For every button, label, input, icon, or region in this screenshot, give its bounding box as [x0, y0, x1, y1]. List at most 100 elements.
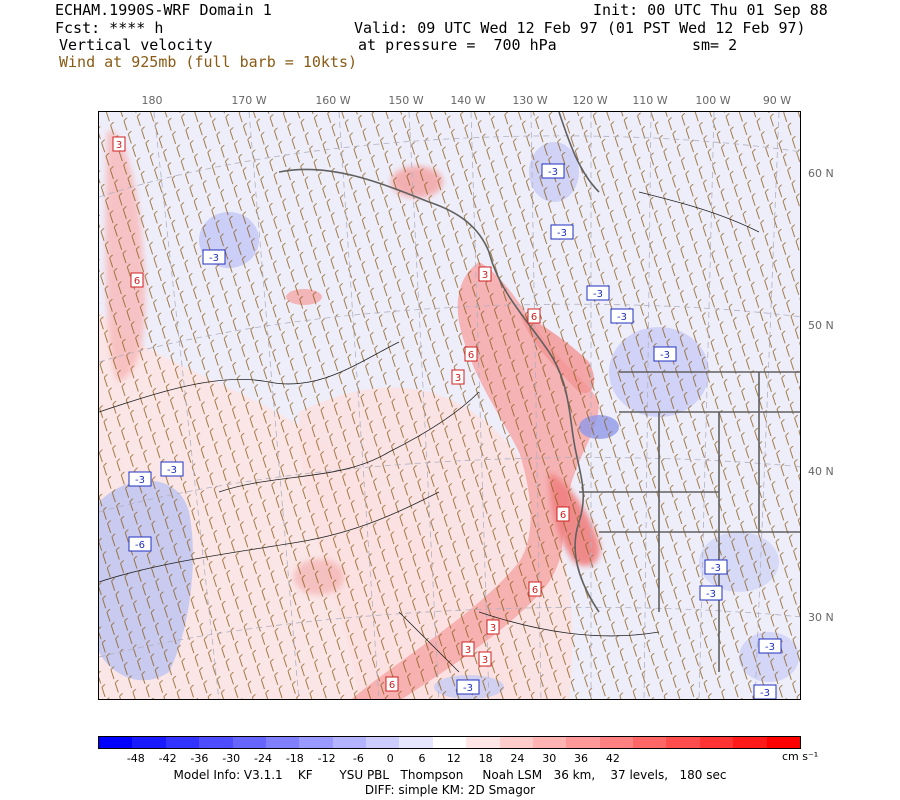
- lon-label: 180: [141, 94, 163, 107]
- contour-label-positive: 6: [556, 506, 570, 522]
- lon-label: 170 W: [231, 94, 267, 107]
- contour-label-negative: -3: [653, 346, 677, 362]
- contour-label-text: -3: [660, 350, 670, 361]
- colorbar-tick: -30: [222, 752, 241, 765]
- contour-label-text: 6: [560, 510, 566, 521]
- valid-time: Valid: 09 UTC Wed 12 Feb 97 (01 PST Wed …: [354, 19, 806, 37]
- colorbar-cell: [265, 737, 300, 748]
- colorbar-cell: [332, 737, 366, 748]
- colorbar-cell: [666, 737, 700, 748]
- init-time: Init: 00 UTC Thu 01 Sep 88: [593, 1, 828, 19]
- colorbar-cell: [466, 737, 500, 748]
- lon-label: 110 W: [632, 94, 668, 107]
- contour-label-negative: -3: [128, 471, 152, 487]
- contour-label-negative: -3: [550, 224, 574, 240]
- contour-label-positive: 6: [464, 346, 478, 362]
- colorbar: [98, 736, 801, 749]
- colorbar-tick: -12: [317, 752, 336, 765]
- contour-label-text: -3: [548, 167, 558, 178]
- lon-label: 130 W: [512, 94, 548, 107]
- wind-legend: Wind at 925mb (full barb = 10kts): [59, 53, 358, 71]
- contour-label-text: -3: [760, 688, 770, 699]
- coastline: [278, 112, 800, 672]
- lat-label: 40 N: [808, 465, 834, 478]
- colorbar-tick: -36: [190, 752, 209, 765]
- contours: [99, 191, 760, 673]
- contour-label-negative: -3: [610, 308, 634, 324]
- diffusion-info: DIFF: simple KM: 2D Smagor: [364, 783, 536, 797]
- pressure-level: at pressure = 700 hPa: [358, 36, 557, 54]
- colorbar-cell: [532, 737, 567, 748]
- colorbar-tick: 18: [478, 752, 493, 765]
- contour-label-negative: -3: [699, 585, 723, 601]
- field-name: Vertical velocity: [59, 36, 213, 54]
- contour-label-positive: 3: [486, 619, 500, 635]
- contour-label-text: 6: [531, 312, 537, 323]
- contour-label-negative: -3: [456, 679, 480, 695]
- contour-label-negative: -3: [758, 638, 782, 654]
- lon-label: 90 W: [762, 94, 792, 107]
- contour-label-text: 6: [532, 585, 538, 596]
- contour-label-text: 3: [116, 140, 122, 151]
- colorbar-tick: -42: [158, 752, 177, 765]
- colorbar-tick: 36: [574, 752, 589, 765]
- contour-label-text: -6: [135, 540, 145, 551]
- contour-labels: 3 6 3 6 3 6 3 6 6 3 3 6 -3 -3 -3 -3 -3 -…: [112, 136, 782, 699]
- model-info: Model Info: V3.1.1 KF YSU PBL Thompson N…: [173, 768, 727, 782]
- colorbar-cell: [299, 737, 333, 748]
- colorbar-cell: [566, 737, 600, 748]
- contour-label-text: 3: [465, 645, 471, 656]
- forecast-hour: Fcst: **** h: [55, 19, 164, 37]
- contour-label-text: -3: [557, 228, 567, 239]
- colorbar-cell: [633, 737, 667, 748]
- contour-label-text: -3: [765, 642, 775, 653]
- colorbar-cell: [599, 737, 633, 748]
- colorbar-tick: -6: [352, 752, 364, 765]
- colorbar-tick: 0: [386, 752, 394, 765]
- contour-label-text: -3: [593, 289, 603, 300]
- contour-label-positive: 3: [478, 266, 492, 282]
- colorbar-tick: 6: [418, 752, 426, 765]
- colorbar-cell: [132, 737, 166, 748]
- lat-label: 60 N: [808, 167, 834, 180]
- map-panel: 3 6 3 6 3 6 3 6 6 3 3 6 -3 -3 -3 -3 -3 -…: [98, 111, 801, 700]
- model-title: ECHAM.1990S-WRF Domain 1: [55, 1, 272, 19]
- lat-label: 50 N: [808, 319, 834, 332]
- colorbar-cell: [499, 737, 533, 748]
- contour-label-text: 6: [389, 680, 395, 691]
- colorbar-cell: [699, 737, 734, 748]
- contour-label-negative: -6: [128, 536, 152, 552]
- contour-label-negative: -3: [202, 249, 226, 265]
- colorbar-tick: 42: [605, 752, 620, 765]
- contour-label-positive: 6: [130, 272, 144, 288]
- contour-label-text: -3: [167, 465, 177, 476]
- contour-label-positive: 6: [385, 676, 399, 692]
- colorbar-cell: [199, 737, 233, 748]
- lon-label: 150 W: [388, 94, 424, 107]
- contour-label-text: 6: [134, 276, 140, 287]
- colorbar-cell: [232, 737, 266, 748]
- contour-label-text: 3: [482, 270, 488, 281]
- contour-label-text: -3: [463, 683, 473, 694]
- contour-label-text: 3: [455, 373, 461, 384]
- smoothing: sm= 2: [692, 36, 738, 54]
- colorbar-cell: [366, 737, 400, 748]
- colorbar-tick: -48: [126, 752, 145, 765]
- lon-label: 100 W: [695, 94, 731, 107]
- colorbar-tick: -24: [254, 752, 272, 765]
- colorbar-tick: 12: [446, 752, 461, 765]
- lon-label: 120 W: [572, 94, 608, 107]
- contour-label-positive: 6: [527, 308, 541, 324]
- colorbar-tick: -18: [285, 752, 304, 765]
- contour-label-text: -3: [706, 589, 716, 600]
- colorbar-cell: [432, 737, 467, 748]
- colorbar-cell: [399, 737, 433, 748]
- contour-label-positive: 3: [478, 651, 492, 667]
- lon-label: 140 W: [450, 94, 486, 107]
- contour-label-negative: -3: [160, 461, 184, 477]
- colorbar-tick: 24: [510, 752, 525, 765]
- contour-label-text: 3: [482, 655, 488, 666]
- vertical-velocity-map: 3 6 3 6 3 6 3 6 6 3 3 6 -3 -3 -3 -3 -3 -…: [99, 112, 800, 699]
- colorbar-cell: [165, 737, 200, 748]
- contour-label-negative: -3: [753, 684, 777, 699]
